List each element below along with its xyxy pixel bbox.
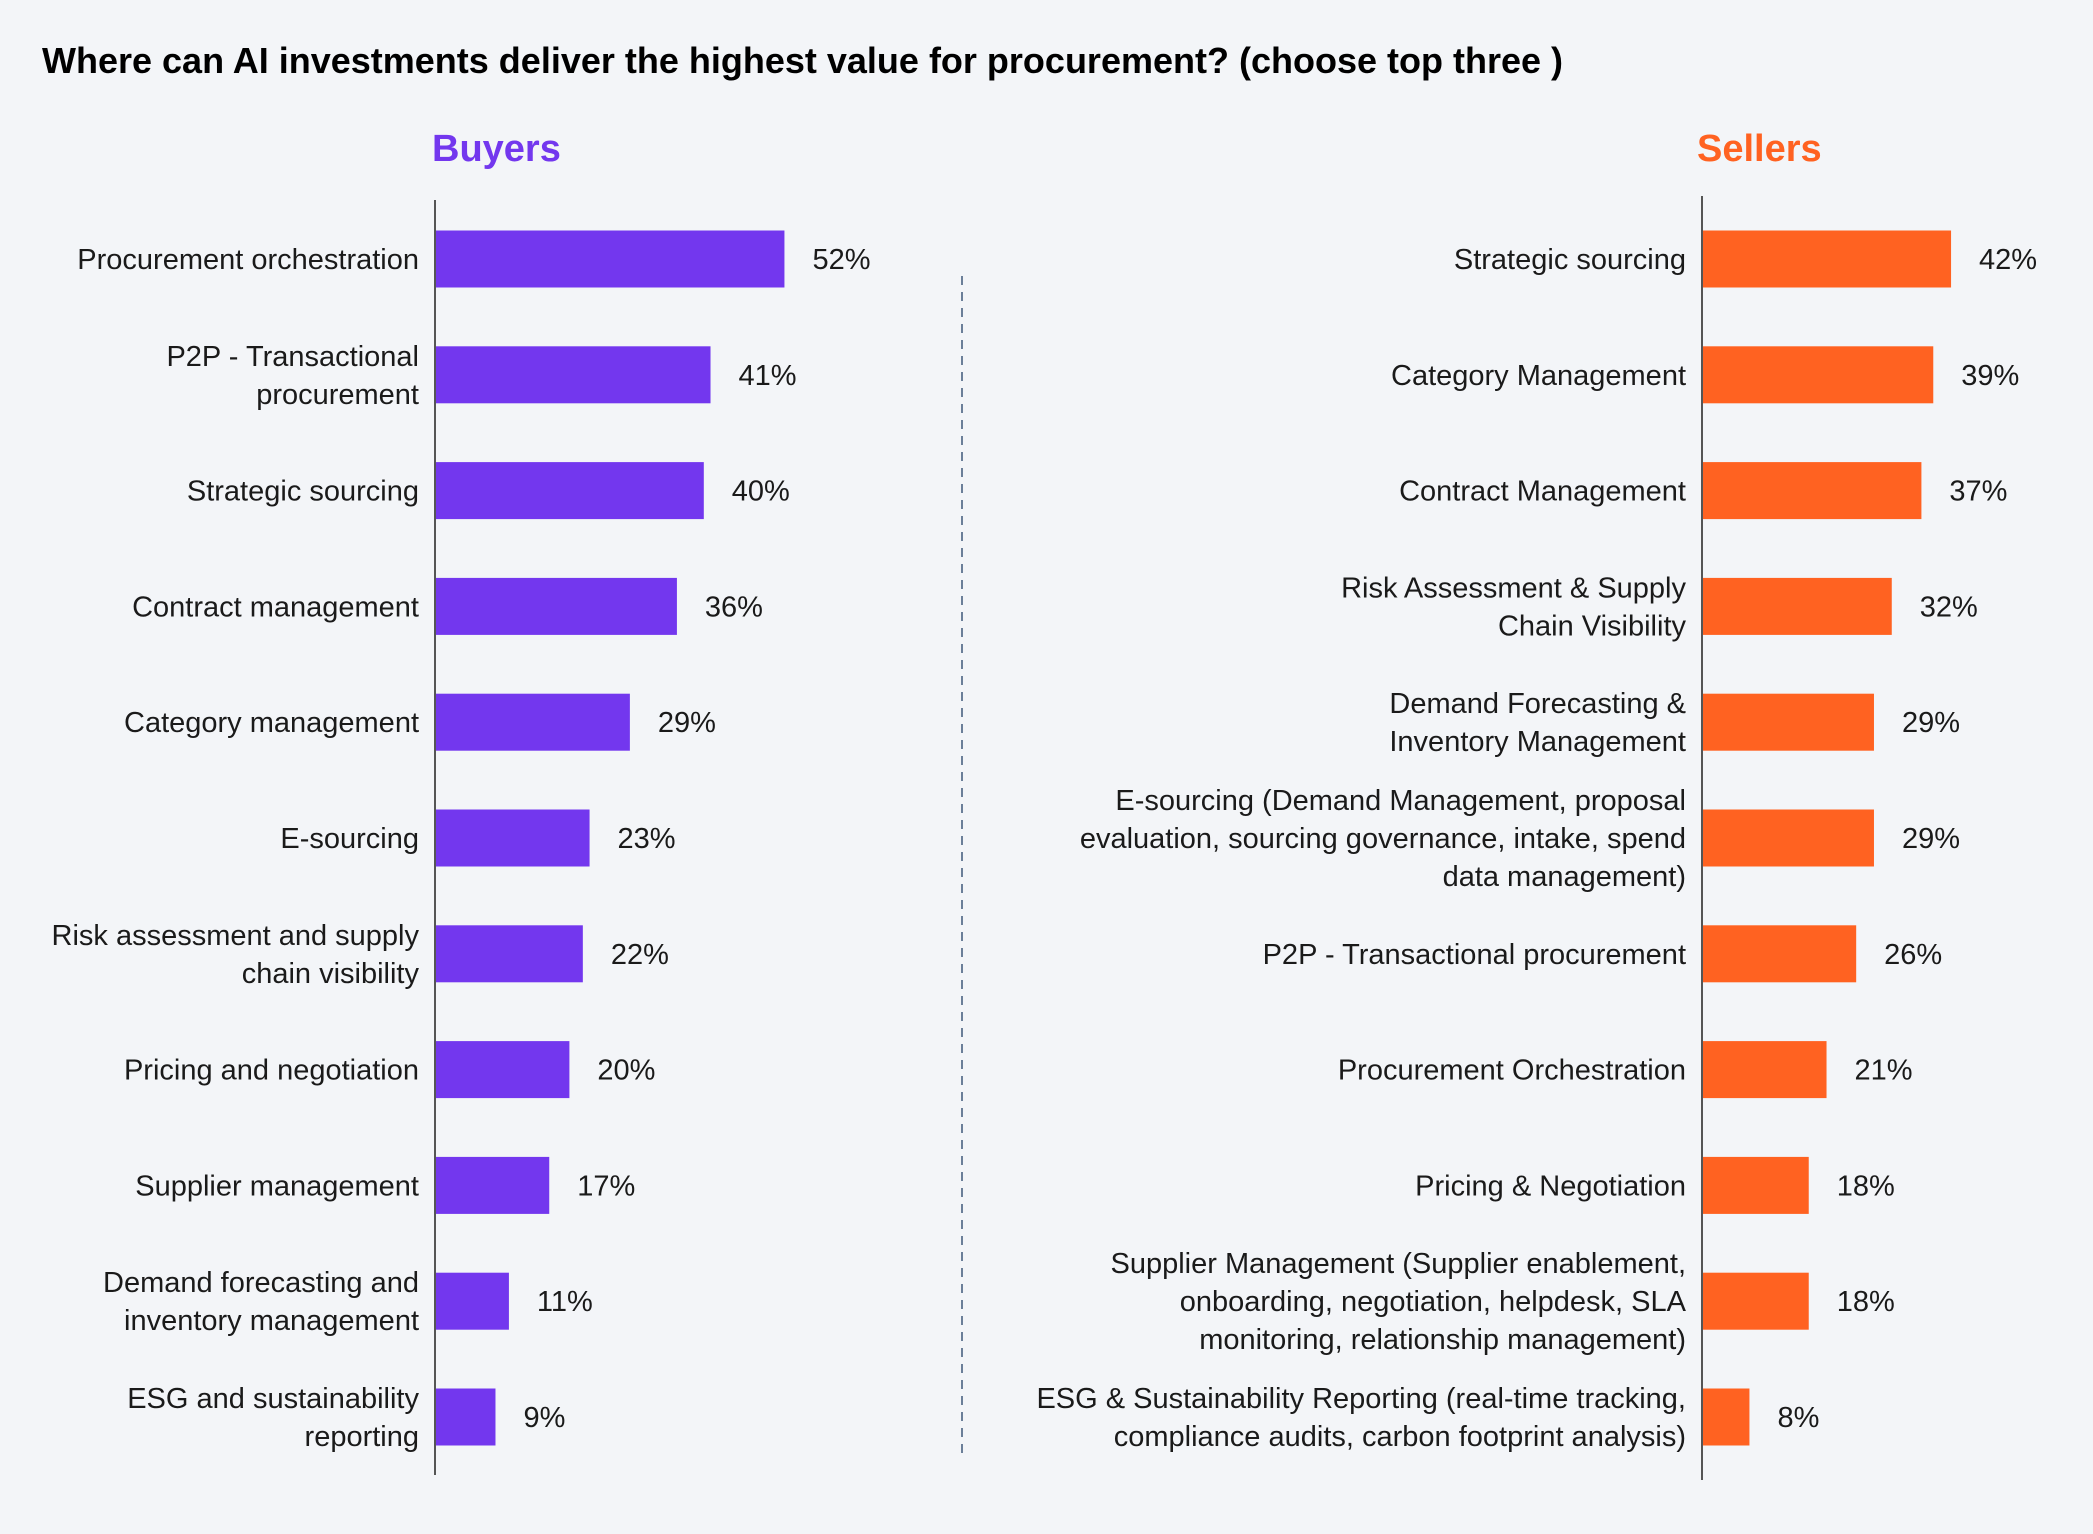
buyers-category-label: P2P - Transactional [166,341,419,373]
buyers-category-label: Demand forecasting and [103,1267,419,1299]
buyers-category-label: inventory management [124,1305,419,1337]
buyers-value-label: 40% [732,476,790,508]
buyers-bar [435,230,785,288]
buyers-bar [435,1156,550,1214]
sellers-value-label: 8% [1777,1402,1819,1434]
sellers-value-label: 37% [1949,476,2007,508]
buyers-bar [435,1388,496,1446]
sellers-value-label: 26% [1884,939,1942,971]
buyers-bar [435,346,711,404]
sellers-panel-title: Sellers [1697,128,1822,170]
sellers-value-label: 21% [1855,1055,1913,1087]
sellers-value-label: 29% [1902,823,1960,855]
buyers-value-label: 20% [597,1055,655,1087]
buyers-category-label: Risk assessment and supply [52,920,420,952]
buyers-bar [435,1272,509,1330]
sellers-value-label: 18% [1837,1170,1895,1202]
sellers-bar [1702,1272,1809,1330]
buyers-category-label: Category management [124,707,419,739]
buyers-category-label: Contract management [132,591,419,623]
sellers-value-label: 32% [1920,591,1978,623]
buyers-category-label: ESG and sustainability [127,1383,419,1415]
sellers-bar [1702,462,1922,520]
sellers-value-label: 39% [1961,360,2019,392]
sellers-bar [1702,1041,1827,1099]
sellers-category-label: Risk Assessment & Supply [1341,572,1686,604]
buyers-value-label: 29% [658,707,716,739]
sellers-category-label: Chain Visibility [1498,610,1687,642]
buyers-value-label: 22% [611,939,669,971]
sellers-category-label: evaluation, sourcing governance, intake,… [1080,823,1686,855]
buyers-value-label: 41% [739,360,797,392]
sellers-category-label: Demand Forecasting & [1389,688,1686,720]
buyers-value-label: 17% [577,1170,635,1202]
sellers-category-label: Supplier Management (Supplier enablement… [1110,1248,1686,1280]
sellers-bar [1702,230,1952,288]
buyers-category-label: Strategic sourcing [187,476,419,508]
buyers-category-label: procurement [256,379,419,411]
sellers-bar [1702,346,1934,404]
sellers-bar [1702,1156,1809,1214]
sellers-category-label: Strategic sourcing [1454,244,1686,276]
buyers-bar [435,577,677,635]
sellers-category-label: compliance audits, carbon footprint anal… [1114,1421,1686,1453]
sellers-category-label: Contract Management [1399,476,1686,508]
sellers-category-label: Inventory Management [1389,726,1686,758]
sellers-category-label: Pricing & Negotiation [1415,1170,1686,1202]
buyers-value-label: 11% [537,1286,593,1318]
sellers-category-label: monitoring, relationship management) [1199,1324,1686,1356]
sellers-category-label: Procurement Orchestration [1338,1055,1686,1087]
buyers-category-label: E-sourcing [280,823,419,855]
sellers-category-label: ESG & Sustainability Reporting (real-tim… [1036,1383,1686,1415]
sellers-value-label: 42% [1979,244,2037,276]
sellers-category-label: data management) [1443,861,1686,893]
sellers-bar [1702,809,1874,867]
sellers-value-label: 18% [1837,1286,1895,1318]
buyers-category-label: Supplier management [135,1170,419,1202]
buyers-bar [435,1041,570,1099]
sellers-value-label: 29% [1902,707,1960,739]
buyers-category-label: Procurement orchestration [77,244,419,276]
buyers-value-label: 9% [523,1402,565,1434]
sellers-category-label: onboarding, negotiation, helpdesk, SLA [1180,1286,1687,1318]
buyers-value-label: 52% [812,244,870,276]
buyers-bar [435,809,590,867]
buyers-bar [435,925,583,983]
buyers-category-label: Pricing and negotiation [124,1055,419,1087]
sellers-bar [1702,925,1857,983]
sellers-bar [1702,693,1874,751]
sellers-category-label: Category Management [1391,360,1686,392]
sellers-bar [1702,577,1892,635]
sellers-category-label: E-sourcing (Demand Management, proposal [1115,785,1686,817]
buyers-panel-title: Buyers [432,128,561,170]
buyers-bar [435,693,630,751]
chart-title: Where can AI investments deliver the hig… [42,40,1563,81]
buyers-category-label: reporting [305,1421,419,1453]
buyers-bar [435,462,704,520]
buyers-category-label: chain visibility [242,958,420,990]
buyers-value-label: 36% [705,591,763,623]
sellers-category-label: P2P - Transactional procurement [1263,939,1686,971]
buyers-value-label: 23% [618,823,676,855]
sellers-bar [1702,1388,1750,1446]
